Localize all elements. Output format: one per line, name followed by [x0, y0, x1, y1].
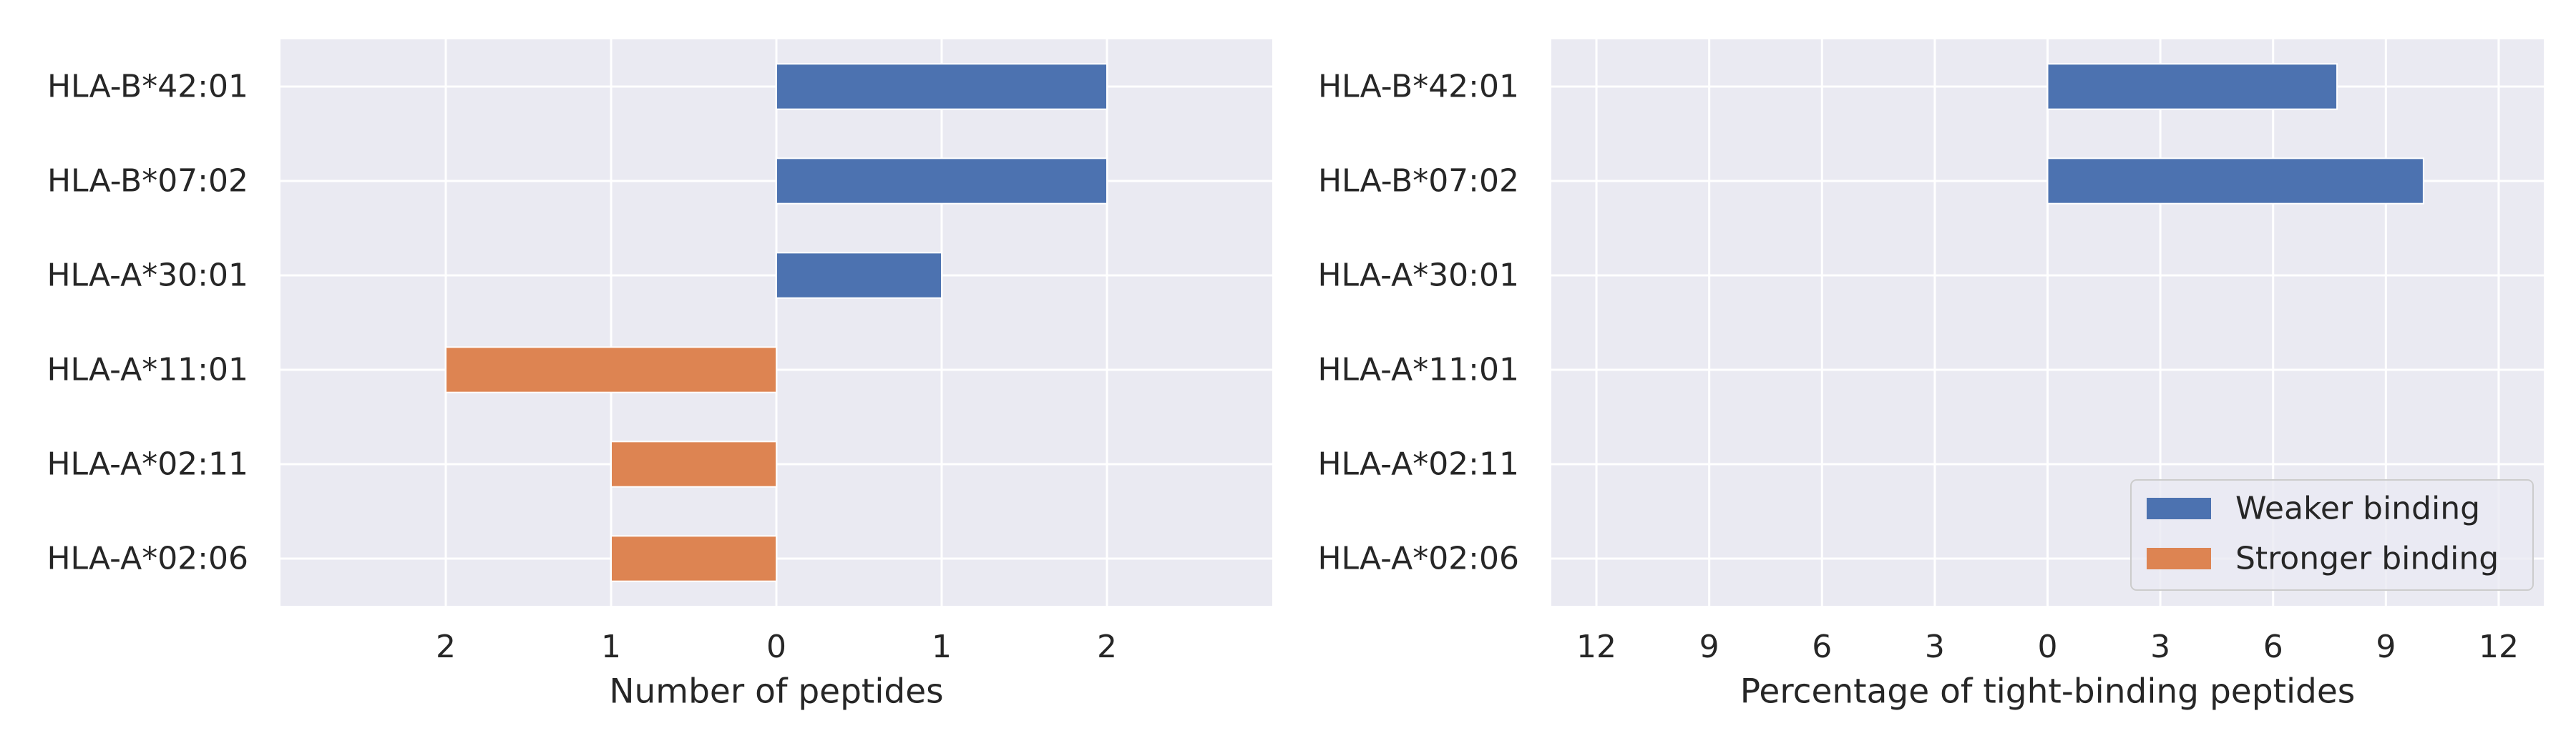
weaker-binding-bar — [776, 252, 942, 299]
x-axis-label: Percentage of tight-binding peptides — [1740, 672, 2356, 712]
x-tick-label: 6 — [1812, 629, 1832, 665]
x-tick-label: 12 — [2479, 629, 2519, 665]
x-tick-label: 9 — [1699, 629, 1719, 665]
x-tick-label: 2 — [1097, 629, 1117, 665]
weaker-binding-bar — [2046, 63, 2338, 110]
weaker-binding-bar — [776, 157, 1108, 205]
y-tick-label: HLA-A*02:11 — [47, 446, 248, 483]
x-axis-label: Number of peptides — [609, 672, 943, 712]
x-tick-label: 9 — [2376, 629, 2396, 665]
y-tick-label: HLA-A*30:01 — [1317, 257, 1519, 294]
weaker-legend-swatch — [2147, 498, 2211, 519]
x-tick-label: 1 — [932, 629, 952, 665]
x-tick-label: 0 — [2038, 629, 2058, 665]
x-tick-label: 12 — [1576, 629, 1616, 665]
y-tick-label: HLA-B*42:01 — [47, 69, 248, 105]
weaker-binding-bar — [776, 63, 1108, 110]
stronger-binding-bar — [445, 346, 777, 393]
x-tick-label: 3 — [2150, 629, 2170, 665]
legend-label: Stronger binding — [2235, 541, 2499, 577]
stronger-binding-bar — [610, 441, 777, 488]
left-chart-panel: HLA-B*42:01 HLA-B*07:02 HLA-A*30:01 HLA-A*1… — [47, 39, 1272, 712]
y-tick-label: HLA-A*11:01 — [47, 352, 248, 388]
y-tick-label: HLA-A*02:06 — [1317, 541, 1519, 577]
legend-label: Weaker binding — [2235, 491, 2480, 527]
y-tick-label: HLA-A*11:01 — [1317, 352, 1519, 388]
x-tick-label: 6 — [2263, 629, 2283, 665]
stronger-binding-bar — [610, 535, 777, 582]
weaker-binding-bar — [2046, 157, 2424, 205]
legend: Weaker binding Stronger binding — [2130, 479, 2534, 591]
y-tick-label: HLA-A*02:06 — [47, 541, 248, 577]
x-tick-label: 3 — [1925, 629, 1945, 665]
y-tick-label: HLA-B*07:02 — [1318, 163, 1519, 200]
right-chart-panel: HLA-B*42:01 HLA-B*07:02 HLA-A*30:01 HLA-A*1… — [1317, 39, 2544, 712]
legend-frame — [2130, 479, 2534, 591]
stronger-legend-swatch — [2147, 548, 2211, 569]
y-tick-label: HLA-A*02:11 — [1317, 446, 1519, 483]
y-tick-label: HLA-B*07:02 — [47, 163, 248, 200]
x-tick-label: 0 — [766, 629, 786, 665]
y-tick-label: HLA-B*42:01 — [1318, 69, 1519, 105]
x-tick-label: 1 — [601, 629, 621, 665]
x-tick-label: 2 — [436, 629, 456, 665]
y-tick-label: HLA-A*30:01 — [47, 257, 248, 294]
